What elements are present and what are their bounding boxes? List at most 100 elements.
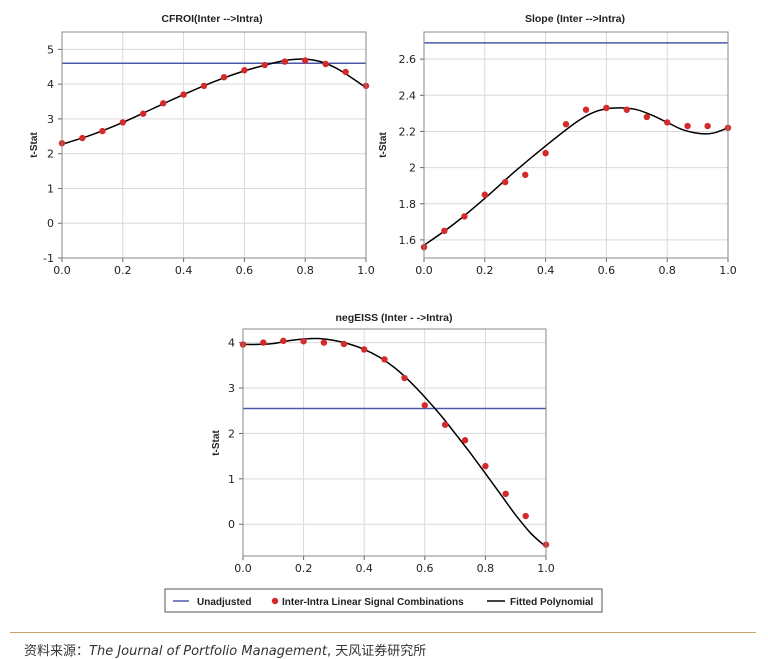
legend-fit-label: Fitted Polynomial [510, 597, 594, 608]
data-point [180, 91, 187, 98]
data-point [261, 61, 268, 69]
series-lines [242, 337, 547, 548]
chart-panel-negeiss: negEISS (Inter - ->Intra) t-Stat 4 3 2 1 0 0.… [211, 312, 555, 575]
legend-unadjusted-label: Unadjusted [197, 597, 251, 608]
source-journal: The Journal of Portfolio Management [89, 644, 328, 659]
data-point [461, 213, 468, 220]
legend-box [164, 588, 603, 613]
data-point [664, 119, 671, 126]
x-tick-label: 0.6 [598, 264, 616, 277]
x-tick-label: 1.0 [537, 562, 555, 575]
y-tick-label: 3 [228, 382, 235, 395]
data-point [342, 68, 349, 76]
y-tick-label: 5 [47, 43, 54, 56]
data-point [79, 134, 86, 142]
fitted-polynomial-line [61, 58, 367, 146]
data-points [58, 57, 370, 147]
data-point [421, 402, 428, 409]
x-tick-label: 0.2 [295, 562, 313, 575]
data-point [99, 127, 106, 135]
x-tick-label: 0.4 [537, 264, 555, 277]
y-tick-label: 1 [47, 182, 54, 195]
chart-panel-slope: Slope (Inter -->Intra) t-Stat 2.62.42.22… [378, 13, 737, 277]
x-tick-label: 0.2 [476, 264, 494, 277]
source-suffix: , 天风证券研究所 [327, 644, 427, 659]
data-points [239, 337, 550, 548]
data-point [361, 346, 368, 353]
grid [242, 329, 547, 556]
x-tick-label: 0.0 [234, 562, 252, 575]
data-point [441, 421, 449, 428]
data-point [302, 57, 309, 64]
data-point [160, 100, 167, 107]
data-point [562, 121, 570, 128]
y-tick-label: 2.6 [399, 53, 417, 66]
series-lines [61, 58, 367, 146]
data-point [139, 110, 147, 117]
x-tick-label: 0.4 [355, 562, 373, 575]
x-tick-label: 0.0 [415, 264, 433, 277]
data-point [280, 337, 287, 345]
data-point [643, 113, 651, 121]
x-tick-label: 0.8 [658, 264, 676, 277]
data-point [340, 340, 348, 348]
tick-labels: 5 4 3 2 1 0 -10.0 0.2 0.4 0.6 0.8 1.0 [43, 43, 375, 277]
x-tick-label: 0.0 [53, 264, 71, 277]
chart-title: CFROI(Inter -->Intra) [161, 13, 262, 25]
y-tick-label: 2 [47, 148, 54, 161]
x-tick-label: 1.0 [719, 264, 737, 277]
data-point [320, 339, 328, 346]
x-tick-label: 0.8 [477, 562, 495, 575]
y-tick-label: 0 [228, 518, 235, 531]
data-point [260, 339, 267, 346]
x-tick-label: 1.0 [357, 264, 375, 277]
footer-divider [10, 632, 756, 633]
y-tick-label: 2.4 [399, 89, 417, 102]
y-tick-label: 1 [228, 473, 235, 486]
source-note: 资料来源：The Journal of Portfolio Management… [24, 640, 426, 659]
y-tick-label: 2 [409, 162, 416, 175]
fitted-polynomial-line [423, 107, 729, 246]
source-prefix: 资料来源： [24, 644, 90, 659]
data-point [401, 374, 408, 382]
data-point [522, 512, 529, 520]
y-tick-label: 2 [228, 427, 235, 440]
y-tick-label: -1 [43, 252, 54, 265]
y-tick-label: 4 [47, 78, 54, 91]
x-tick-label: 0.8 [296, 264, 314, 277]
plot-frame [423, 31, 729, 259]
data-point [441, 227, 448, 235]
data-point [582, 106, 590, 113]
legend-points-swatch [271, 597, 279, 605]
data-point [542, 149, 549, 157]
data-point [481, 191, 488, 198]
data-point [200, 82, 208, 90]
plot-frame [242, 328, 547, 557]
y-tick-label: 1.6 [399, 234, 417, 247]
y-tick-label: 4 [228, 337, 235, 350]
grid [61, 32, 367, 259]
grid [423, 32, 729, 258]
y-axis-label: t-Stat [378, 132, 389, 158]
data-point [241, 67, 248, 74]
y-tick-label: 1.8 [399, 198, 417, 211]
data-point [119, 119, 127, 126]
data-point [281, 58, 289, 65]
data-point [502, 490, 509, 498]
y-axis-label: t-Stat [211, 430, 222, 456]
data-point [220, 74, 228, 81]
data-point [522, 171, 529, 179]
legend: Unadjusted Inter-Intra Linear Signal Com… [164, 588, 603, 613]
data-point [322, 60, 329, 68]
data-point [603, 104, 610, 112]
chart-title: negEISS (Inter - ->Intra) [336, 312, 453, 324]
data-point [684, 122, 691, 130]
data-point [704, 122, 711, 130]
legend-points-label: Inter-Intra Linear Signal Combinations [282, 597, 464, 608]
fitted-polynomial-line [242, 337, 547, 548]
series-lines [423, 42, 729, 246]
y-tick-label: 2.2 [399, 125, 417, 138]
x-tick-label: 0.4 [175, 264, 193, 277]
data-point [461, 437, 469, 444]
